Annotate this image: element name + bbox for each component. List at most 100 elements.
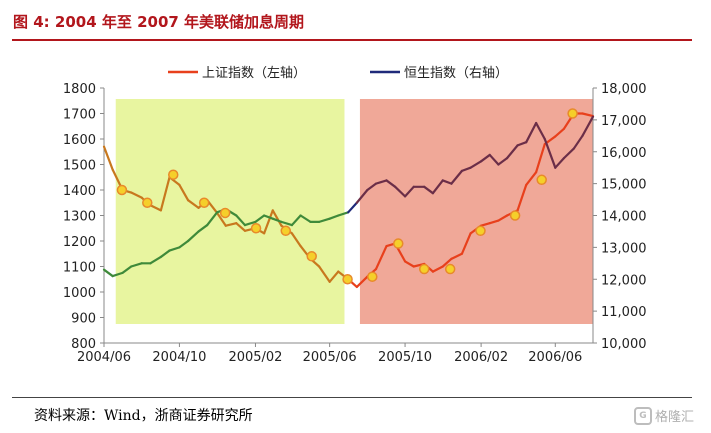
series-1-segment xyxy=(431,265,444,273)
series-2-segment xyxy=(121,265,133,274)
shaded-periods xyxy=(115,99,593,324)
event-marker xyxy=(536,174,547,186)
series-2-segment xyxy=(441,179,453,185)
series-2-segment xyxy=(290,214,302,227)
event-marker xyxy=(167,169,179,180)
series-2-segment xyxy=(460,166,472,172)
right-axis-tick-label: 16,000 xyxy=(601,146,647,161)
right-axis-tick-label: 18,000 xyxy=(601,82,647,97)
watermark-logo-icon: G xyxy=(634,406,652,425)
event-marker xyxy=(444,263,456,275)
right-axis-tick-label: 15,000 xyxy=(601,178,647,193)
series-2-segment xyxy=(328,214,340,220)
series-2-segment xyxy=(168,246,181,252)
series-1-segment xyxy=(441,257,453,268)
series-1-segment xyxy=(290,232,302,248)
series-2-segment xyxy=(497,157,509,166)
event-marker xyxy=(116,184,128,196)
legend-label-1: 上证指数（左轴） xyxy=(202,66,306,81)
series-2-segment xyxy=(554,157,566,169)
event-marker xyxy=(475,225,486,237)
watermark: G 格隆汇 xyxy=(634,406,694,425)
series-1-segment xyxy=(271,209,283,227)
series-2-segment xyxy=(505,144,519,160)
series-2-segment xyxy=(347,201,358,214)
x-axis-tick-label: 2006/06 xyxy=(528,350,582,365)
series-2-segment xyxy=(271,217,283,223)
event-marker xyxy=(142,197,153,208)
series-2-segment xyxy=(299,214,312,223)
left-axis-tick-label: 1100 xyxy=(63,261,96,276)
series-1-segment xyxy=(554,127,566,138)
series-1-segment xyxy=(460,232,472,255)
left-axis-tick-label: 1600 xyxy=(63,133,96,148)
series-2-segment xyxy=(243,220,257,227)
event-marker xyxy=(280,225,292,237)
source-note: 资料来源：Wind，浙商证券研究所 xyxy=(34,408,253,424)
series-2-segment xyxy=(130,262,143,268)
right-axis-tick-label: 11,000 xyxy=(601,305,647,320)
series-2-segment xyxy=(431,179,444,195)
chart-legend: 上证指数（左轴） 恒生指数（右轴） xyxy=(168,66,508,81)
series-1-segment xyxy=(224,222,238,227)
series-2-segment xyxy=(149,255,162,265)
series-1-segment xyxy=(159,176,171,212)
x-axis-tick-label: 2006/02 xyxy=(454,350,508,365)
series-2-segment xyxy=(535,121,546,141)
left-axis-tick-label: 1700 xyxy=(63,108,96,123)
left-axis-tick-label: 1000 xyxy=(63,286,96,301)
series-1-segment xyxy=(497,214,509,222)
series-2-segment xyxy=(197,223,209,233)
x-axis-tick-label: 2004/10 xyxy=(152,350,206,365)
series-1-segment xyxy=(149,204,162,212)
left-axis-tick-label: 1200 xyxy=(63,235,96,250)
left-axis-tick-label: 800 xyxy=(71,337,96,352)
left-axis-tick-label: 1300 xyxy=(63,210,96,225)
event-marker xyxy=(418,263,430,275)
series-2-segment xyxy=(374,179,388,185)
series-1-segment xyxy=(263,209,274,235)
series-1-segment xyxy=(130,191,143,199)
chart-axes: 800 900 1000 1100 1200 1300 1400 1500 1600 1700 18… xyxy=(63,82,647,365)
series-1-segment xyxy=(450,252,464,260)
x-axis-tick-label: 2005/06 xyxy=(303,350,357,365)
left-axis-tick-label: 900 xyxy=(71,312,96,327)
x-axis-tick-label: 2005/02 xyxy=(228,350,282,365)
series-1-segment xyxy=(216,211,227,227)
series-2-segment xyxy=(385,179,397,188)
series-2-segment xyxy=(178,239,190,249)
series-2-segment xyxy=(543,137,557,169)
series-lines xyxy=(102,112,595,288)
series-2-segment xyxy=(159,249,171,259)
right-axis-tick-label: 13,000 xyxy=(601,241,647,256)
right-axis-tick-label: 12,000 xyxy=(601,273,647,288)
series-1-segment xyxy=(516,183,528,212)
series-2-segment xyxy=(280,220,294,227)
series-2-segment xyxy=(318,217,331,223)
event-marker xyxy=(509,210,521,221)
series-1-segment xyxy=(374,245,388,271)
series-1-segment xyxy=(235,222,247,232)
event-marker xyxy=(567,108,578,119)
series-2-segment xyxy=(572,134,584,150)
right-axis-tick-label: 14,000 xyxy=(601,210,647,225)
right-axis-tick-label: 10,000 xyxy=(601,337,647,352)
event-marker xyxy=(393,238,404,249)
series-1-segment xyxy=(480,222,491,227)
series-2-segment xyxy=(186,230,200,243)
series-2-segment xyxy=(102,268,114,278)
series-1-segment xyxy=(178,183,190,202)
event-marker xyxy=(198,197,210,208)
series-2-segment xyxy=(254,214,266,223)
left-axis-tick-label: 1500 xyxy=(63,159,96,174)
left-axis-tick-label: 1800 xyxy=(63,82,96,97)
x-axis-tick-label: 2004/06 xyxy=(77,350,131,365)
series-1-segment xyxy=(186,199,200,209)
footer-rule xyxy=(12,397,692,398)
series-2-segment xyxy=(366,182,378,192)
right-axis-tick-label: 17,000 xyxy=(601,114,647,129)
series-1-segment xyxy=(403,260,415,268)
series-1-segment xyxy=(318,265,331,283)
event-markers xyxy=(116,108,578,285)
